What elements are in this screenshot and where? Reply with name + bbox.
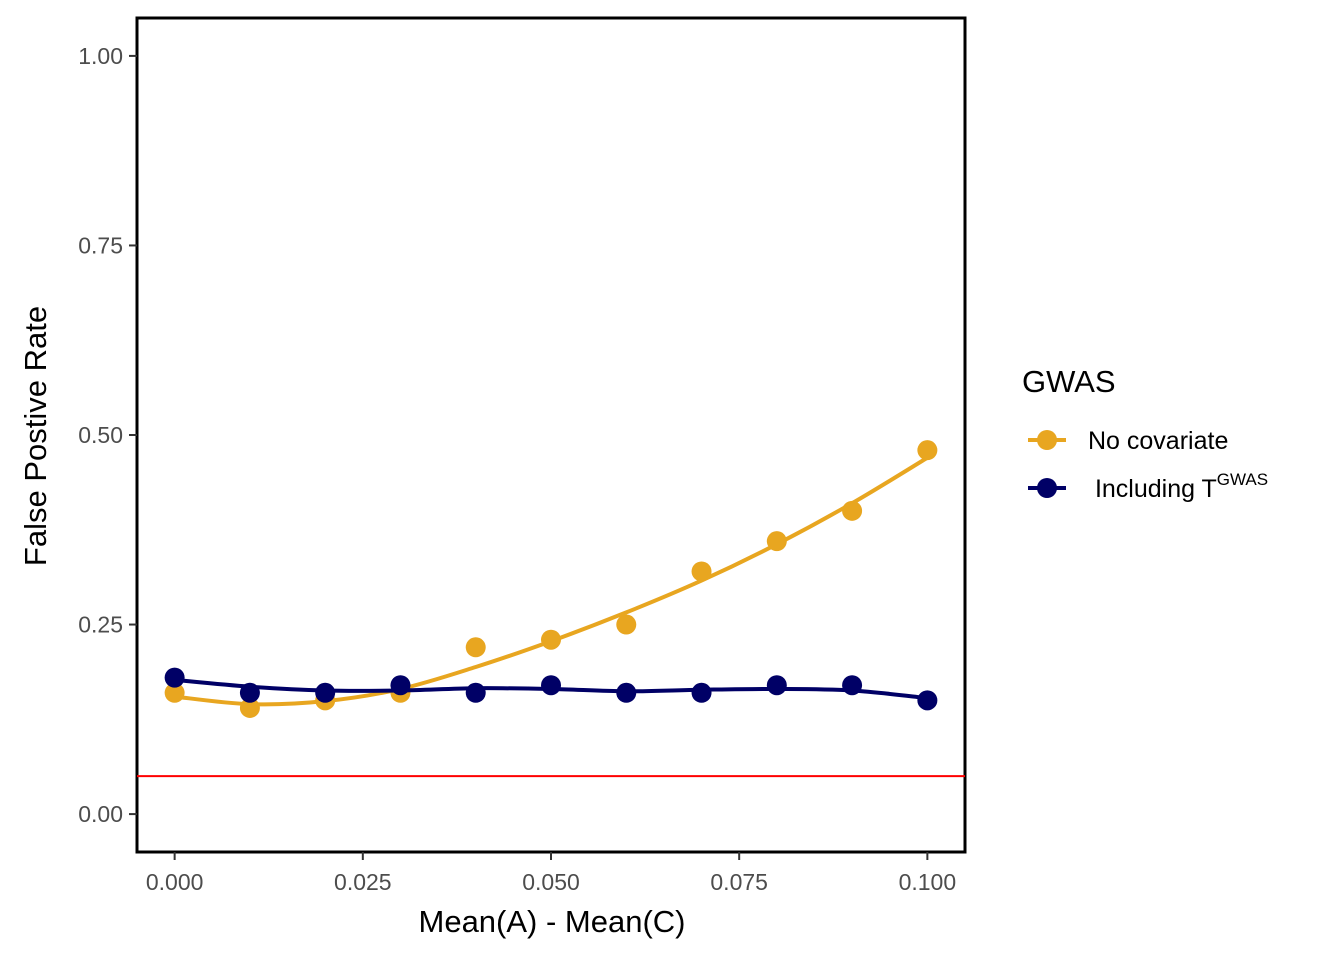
data-point-1-9	[842, 675, 863, 696]
x-axis-title: Mean(A) - Mean(C)	[419, 904, 686, 939]
legend-label-0: No covariate	[1088, 427, 1228, 455]
data-point-1-7	[691, 682, 712, 703]
x-tick-label-2: 0.050	[522, 869, 580, 895]
series-1	[164, 667, 938, 711]
x-tick-label-4: 0.100	[899, 869, 957, 895]
data-point-0-5	[541, 629, 561, 650]
series-layer	[164, 440, 938, 718]
x-tick-label-0: 0.000	[146, 869, 204, 895]
data-point-1-8	[766, 675, 787, 696]
legend-label-text-1: Including T	[1088, 475, 1217, 503]
y-tick-label-1: 0.25	[78, 612, 123, 638]
data-point-1-10	[917, 690, 938, 711]
data-point-0-6	[616, 614, 637, 635]
y-tick-label-0: 0.00	[78, 801, 123, 827]
data-point-1-0	[164, 667, 185, 688]
data-point-0-8	[766, 531, 787, 552]
legend-label-superscript-1: GWAS	[1217, 470, 1268, 489]
data-point-1-3	[390, 675, 411, 696]
x-tick-label-1: 0.025	[334, 869, 392, 895]
plot-panel	[135, 16, 967, 854]
data-point-1-1	[239, 682, 260, 703]
legend-items: No covariate Including TGWAS	[1028, 427, 1268, 503]
legend-label-1: Including TGWAS	[1088, 470, 1268, 503]
data-point-1-2	[315, 682, 336, 703]
legend-item-1: Including TGWAS	[1028, 470, 1268, 503]
legend: GWAS No covariate Including TGWAS	[1022, 364, 1268, 503]
legend-item-0: No covariate	[1028, 427, 1228, 455]
series-0	[164, 440, 938, 718]
legend-key-point-1	[1037, 478, 1057, 498]
data-point-1-4	[465, 682, 486, 703]
data-point-0-10	[917, 440, 938, 461]
data-point-1-6	[616, 682, 637, 703]
data-point-0-1	[239, 697, 260, 718]
legend-title: GWAS	[1022, 364, 1116, 399]
axes-layer: 0.000 0.025 0.050 0.075 0.100 0.00 0.25 0.50 0.7…	[78, 43, 956, 895]
legend-label-text-0: No covariate	[1088, 427, 1228, 455]
x-tick-label-3: 0.075	[710, 869, 768, 895]
y-tick-label-4: 1.00	[78, 43, 123, 69]
data-point-0-7	[691, 561, 712, 582]
data-point-0-9	[842, 500, 863, 521]
panel-border	[135, 16, 967, 854]
y-tick-label-3: 0.75	[78, 232, 123, 258]
data-point-0-4	[465, 637, 486, 658]
data-point-1-5	[541, 675, 561, 696]
y-tick-label-2: 0.50	[78, 422, 123, 448]
y-axis-title: False Postive Rate	[18, 306, 53, 566]
legend-key-point-0	[1037, 430, 1057, 450]
data-point-0-0	[164, 682, 185, 703]
